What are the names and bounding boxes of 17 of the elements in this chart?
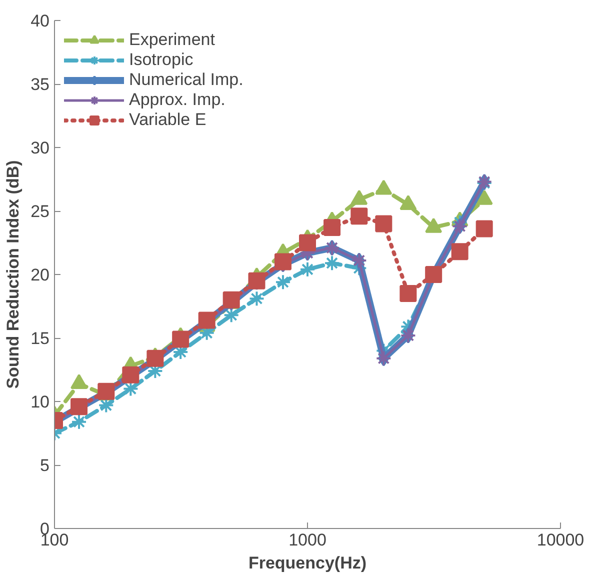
y-tick-label: 20 bbox=[30, 266, 50, 284]
legend-label: Variable E bbox=[129, 110, 206, 130]
y-axis-title: Sound Reduction Index (dB) bbox=[4, 160, 23, 389]
y-tick-label: 35 bbox=[30, 75, 50, 94]
legend-label: Approx. Imp. bbox=[129, 90, 226, 110]
y-tick-label: 15 bbox=[30, 329, 50, 348]
y-tick-label: 30 bbox=[30, 138, 50, 158]
legend-label: Experiment bbox=[129, 30, 215, 50]
legend-label: Isotropic bbox=[129, 50, 194, 70]
x-tick-label: 10000 bbox=[536, 530, 584, 550]
y-tick-label: 10 bbox=[30, 392, 50, 412]
legend-label: Numerical Imp. bbox=[129, 70, 244, 90]
y-tick-label: 25 bbox=[30, 202, 50, 221]
x-axis-title: Frequency(Hz) bbox=[248, 554, 367, 572]
x-tick-label: 1000 bbox=[288, 530, 326, 550]
y-tick-label: 5 bbox=[40, 456, 50, 475]
y-tick-label: 40 bbox=[30, 12, 50, 30]
